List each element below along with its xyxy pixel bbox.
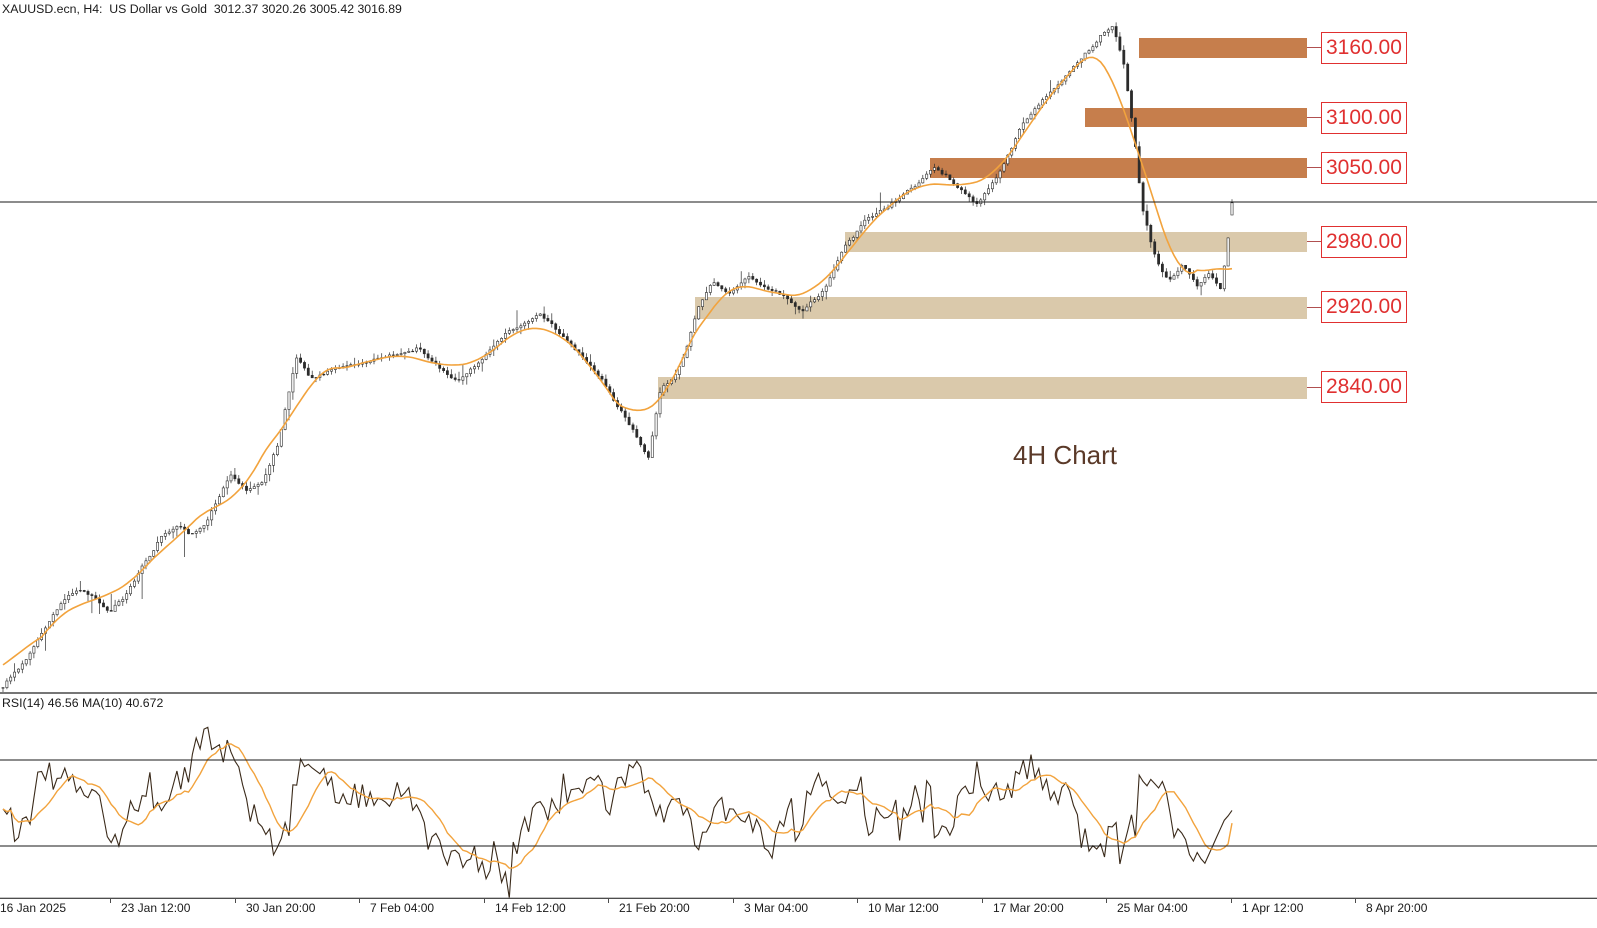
svg-text:4H Chart: 4H Chart bbox=[1013, 440, 1118, 470]
